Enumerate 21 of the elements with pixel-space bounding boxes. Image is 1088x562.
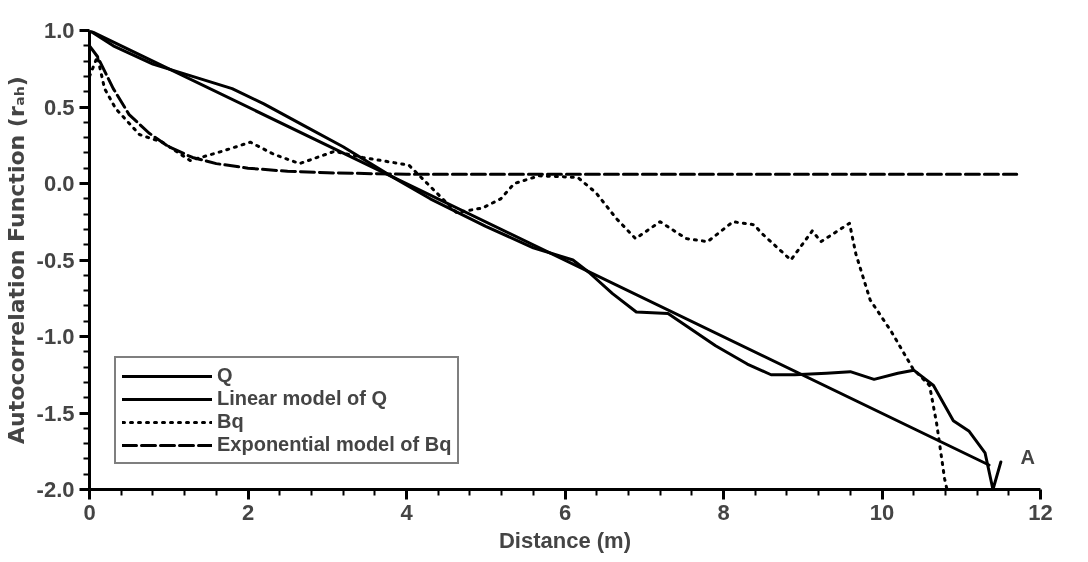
y-tick-label: -1.5 (36, 400, 75, 426)
legend-label: Linear model of Q (217, 387, 388, 410)
y-tick-label: 1.0 (43, 18, 75, 43)
annotation: A (1020, 445, 1035, 468)
x-tick-label: 0 (83, 499, 96, 525)
x-tick-label: 6 (558, 499, 572, 525)
x-axis-title: Distance (m) (498, 527, 632, 553)
x-tick-label: 4 (400, 499, 414, 525)
y-tick-label: 0.5 (43, 94, 75, 120)
legend-label: Bq (217, 410, 244, 433)
y-tick-label: 0.0 (43, 171, 75, 196)
x-tick-label: 8 (717, 499, 730, 525)
x-tick-label: 10 (869, 499, 895, 525)
legend-label: Q (217, 364, 234, 387)
x-tick-label: 12 (1028, 499, 1053, 525)
x-tick-label: 2 (241, 499, 255, 525)
y-axis-title: Autocorrelation Function (rₐₕ) (3, 76, 29, 444)
y-tick-label: -2.0 (36, 477, 75, 502)
legend-label: Exponential model of Bq (217, 433, 452, 456)
y-tick-label: -0.5 (36, 247, 75, 273)
y-tick-label: -1.0 (36, 324, 75, 349)
